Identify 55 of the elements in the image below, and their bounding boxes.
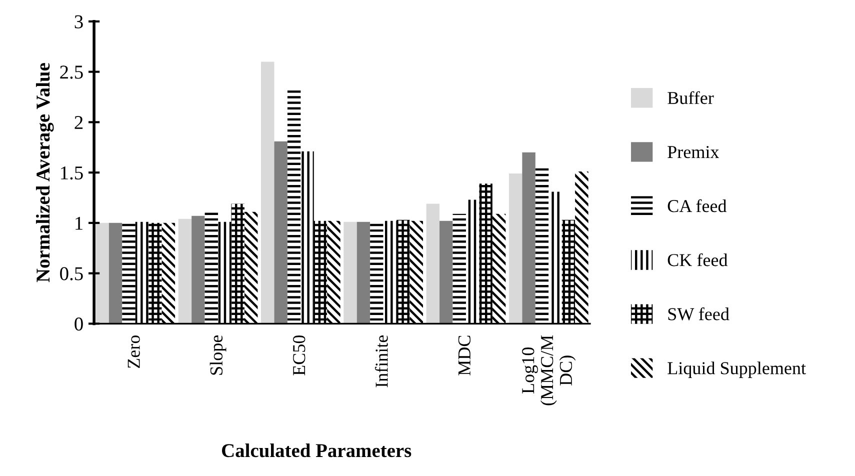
bar <box>244 212 258 324</box>
bar <box>535 168 549 324</box>
x-tick-label: Infinite <box>374 335 388 388</box>
x-tick-label: MDC <box>458 336 470 376</box>
bar <box>396 220 410 324</box>
bar <box>327 220 340 324</box>
bar <box>218 222 232 324</box>
bar <box>508 174 522 324</box>
y-tick-label: 1 <box>76 216 82 230</box>
bar <box>204 212 218 324</box>
bar <box>440 220 453 324</box>
bar <box>383 220 397 324</box>
bar <box>314 220 328 324</box>
bar <box>122 222 136 324</box>
bar <box>192 216 205 324</box>
bar <box>410 220 423 324</box>
legend-label: Buffer <box>668 91 714 104</box>
x-tick-label: Slope <box>210 335 226 375</box>
bar <box>274 141 288 324</box>
y-tick-label: 0.5 <box>60 267 83 280</box>
bar <box>562 220 576 324</box>
x-tick-label: Zero <box>128 335 140 368</box>
legend-label: Liquid Supplement <box>668 362 806 378</box>
legend-label: Premix <box>668 146 720 158</box>
y-tick-label: 1.5 <box>61 166 83 180</box>
bar <box>344 222 357 324</box>
bar <box>148 222 162 324</box>
bar <box>96 222 109 324</box>
x-tick-label: EC50 <box>293 335 306 376</box>
y-tick-label: 3 <box>74 15 83 28</box>
bar <box>261 62 274 324</box>
bar <box>108 222 122 324</box>
bar <box>162 222 176 324</box>
y-tick-label: 2.5 <box>60 66 83 79</box>
bar <box>522 152 536 324</box>
bar <box>370 220 384 324</box>
bar <box>178 218 192 324</box>
bar <box>300 151 314 324</box>
bar <box>492 214 506 324</box>
bar <box>287 90 301 324</box>
bar <box>135 222 149 324</box>
y-tick-label: 0 <box>74 317 83 331</box>
bar <box>452 214 466 324</box>
x-tick-label: Log10 (MMC/M DC) <box>522 335 576 406</box>
y-axis-title: Normalized Average Value <box>36 63 54 282</box>
bar <box>356 222 370 324</box>
bar <box>231 204 244 324</box>
x-axis-title: Calculated Parameters <box>222 443 412 458</box>
y-tick-label: 2 <box>74 116 83 129</box>
bar <box>479 184 492 324</box>
bar <box>575 172 588 324</box>
legend-label: CK feed <box>668 253 728 266</box>
legend-label: CA feed <box>668 199 727 212</box>
legend-label: SW feed <box>668 307 730 320</box>
bar <box>426 204 440 324</box>
